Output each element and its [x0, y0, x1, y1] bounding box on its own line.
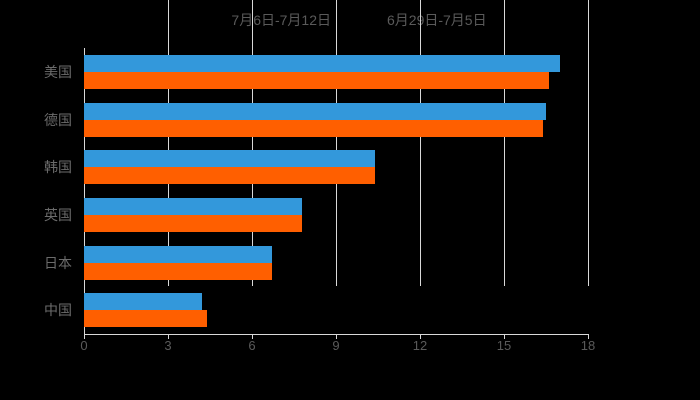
x-axis-tick-label: 0 — [80, 338, 88, 353]
bar[interactable] — [84, 262, 272, 280]
bar[interactable] — [84, 214, 303, 232]
bar[interactable] — [84, 102, 546, 120]
bar[interactable] — [84, 119, 544, 137]
x-axis-tick-mark — [252, 334, 253, 339]
y-axis-category-label: 日本 — [44, 254, 72, 271]
chart-legend: 7月6日-7月12日 6月29日-7月5日 — [0, 8, 700, 32]
y-axis-category-label: 美国 — [44, 63, 72, 80]
bar[interactable] — [84, 245, 272, 263]
plot-area — [84, 48, 588, 334]
bar[interactable] — [84, 293, 202, 311]
x-axis-tick-mark — [588, 334, 589, 339]
x-axis-tick-label: 9 — [332, 338, 340, 353]
legend-marker-square-icon — [369, 15, 380, 26]
legend-marker-circle-icon — [213, 15, 224, 26]
gridline — [588, 0, 589, 286]
bar[interactable] — [84, 197, 303, 215]
bar[interactable] — [84, 167, 376, 185]
gridline — [168, 0, 169, 286]
legend-item-series-1[interactable]: 6月29日-7月5日 — [369, 13, 487, 27]
y-axis-category-label: 韩国 — [44, 159, 72, 176]
gridline — [420, 0, 421, 286]
gridline — [336, 0, 337, 286]
x-axis-tick-label: 12 — [412, 338, 428, 353]
x-axis-tick-label: 6 — [248, 338, 256, 353]
x-axis-tick-label: 18 — [580, 338, 596, 353]
x-axis-tick-mark — [168, 334, 169, 339]
bar[interactable] — [84, 71, 549, 89]
bar[interactable] — [84, 54, 560, 72]
x-axis-tick-label: 3 — [164, 338, 172, 353]
bar[interactable] — [84, 310, 208, 328]
x-axis-tick-mark — [420, 334, 421, 339]
gridline — [252, 0, 253, 286]
x-axis-tick-mark — [336, 334, 337, 339]
x-axis-tick-mark — [84, 334, 85, 339]
y-axis-line — [84, 48, 85, 334]
y-axis-category-label: 德国 — [44, 111, 72, 128]
y-axis-category-label: 中国 — [44, 302, 72, 319]
legend-item-series-0[interactable]: 7月6日-7月12日 — [213, 13, 331, 27]
x-axis-tick-label: 15 — [496, 338, 512, 353]
y-axis-category-label: 英国 — [44, 206, 72, 223]
legend-label-series-1: 6月29日-7月5日 — [387, 12, 487, 28]
bar[interactable] — [84, 150, 376, 168]
legend-label-series-0: 7月6日-7月12日 — [231, 12, 331, 28]
x-axis-tick-mark — [504, 334, 505, 339]
gridline — [504, 0, 505, 286]
